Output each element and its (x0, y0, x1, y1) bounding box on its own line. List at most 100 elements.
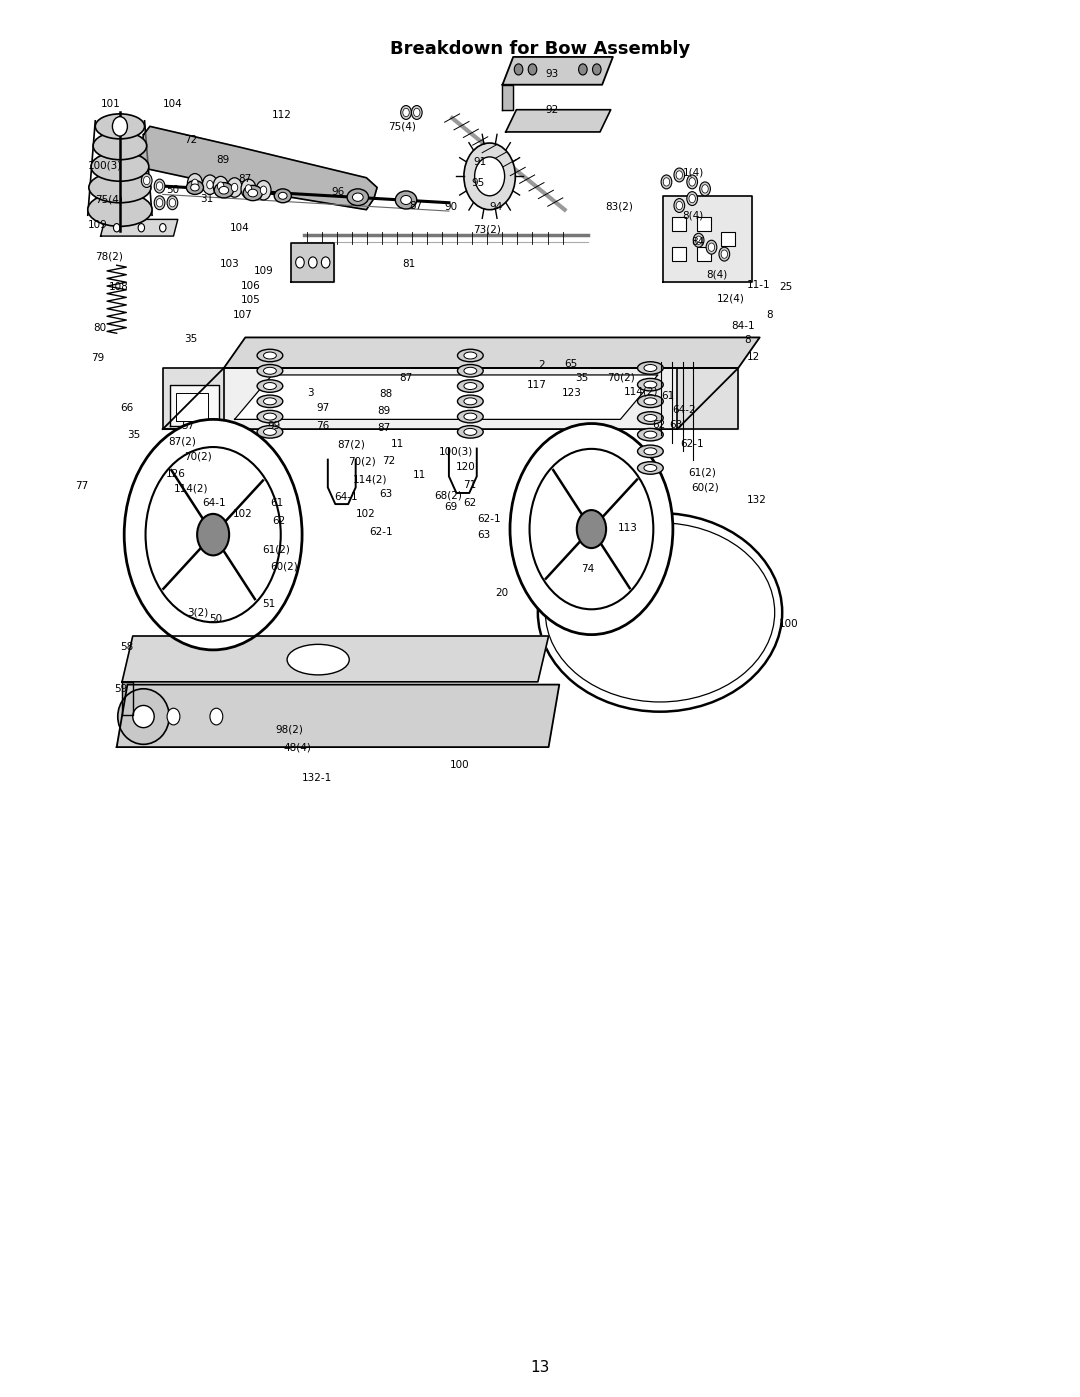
Text: 72: 72 (185, 136, 198, 145)
Text: 63: 63 (476, 529, 490, 539)
Polygon shape (100, 219, 178, 236)
Polygon shape (502, 85, 513, 110)
Polygon shape (122, 682, 133, 715)
Circle shape (401, 106, 411, 119)
Circle shape (154, 179, 165, 193)
Circle shape (113, 224, 120, 232)
Ellipse shape (257, 365, 283, 377)
Ellipse shape (264, 429, 276, 436)
Text: 3(2): 3(2) (188, 608, 208, 617)
Text: 3: 3 (308, 388, 314, 398)
Polygon shape (292, 243, 334, 282)
Ellipse shape (133, 705, 154, 728)
Polygon shape (122, 636, 549, 682)
Circle shape (160, 224, 166, 232)
Circle shape (689, 194, 696, 203)
Circle shape (676, 170, 683, 179)
Text: 88: 88 (379, 390, 392, 400)
Text: 8: 8 (745, 335, 752, 345)
Circle shape (674, 168, 685, 182)
Text: 113: 113 (618, 522, 638, 532)
Ellipse shape (395, 191, 417, 210)
Circle shape (141, 173, 152, 187)
Ellipse shape (637, 395, 663, 408)
Ellipse shape (219, 186, 229, 194)
Circle shape (721, 250, 728, 258)
Polygon shape (663, 196, 752, 282)
Circle shape (474, 156, 504, 196)
Text: 59: 59 (114, 683, 127, 694)
Text: 58: 58 (120, 643, 133, 652)
Text: 97: 97 (316, 404, 329, 414)
Circle shape (674, 198, 685, 212)
Circle shape (706, 240, 717, 254)
Text: 107: 107 (232, 310, 253, 320)
Text: 64-1: 64-1 (202, 497, 226, 507)
Text: 70(2): 70(2) (608, 373, 635, 383)
Ellipse shape (257, 395, 283, 408)
Circle shape (719, 247, 730, 261)
Ellipse shape (458, 365, 483, 377)
Text: 101: 101 (100, 99, 120, 109)
Ellipse shape (458, 380, 483, 393)
Circle shape (529, 448, 653, 609)
Circle shape (663, 177, 670, 186)
Text: 84: 84 (691, 236, 704, 247)
Circle shape (188, 173, 202, 193)
Text: Breakdown for Bow Assembly: Breakdown for Bow Assembly (390, 39, 690, 57)
Ellipse shape (637, 446, 663, 458)
Text: 77: 77 (75, 481, 89, 490)
Circle shape (256, 180, 271, 200)
Ellipse shape (91, 152, 149, 182)
Text: 62-1: 62-1 (476, 514, 500, 524)
Ellipse shape (401, 196, 411, 204)
Text: 63: 63 (379, 489, 392, 499)
Polygon shape (163, 367, 739, 429)
Text: 79: 79 (91, 353, 105, 363)
Ellipse shape (347, 189, 368, 205)
Circle shape (245, 184, 252, 193)
Text: 11: 11 (391, 440, 404, 450)
Circle shape (411, 106, 422, 119)
Circle shape (170, 198, 176, 207)
Circle shape (689, 177, 696, 186)
Circle shape (702, 184, 708, 193)
Text: 104: 104 (163, 99, 183, 109)
Text: 35: 35 (127, 430, 140, 440)
Polygon shape (502, 57, 612, 85)
Circle shape (144, 176, 150, 184)
Text: 13: 13 (530, 1361, 550, 1375)
Ellipse shape (458, 411, 483, 423)
Text: 112: 112 (272, 110, 292, 120)
Ellipse shape (637, 462, 663, 474)
Text: 12: 12 (747, 352, 760, 362)
Circle shape (696, 236, 702, 244)
Circle shape (661, 175, 672, 189)
Ellipse shape (464, 367, 476, 374)
Text: 69: 69 (445, 502, 458, 511)
Text: 66: 66 (120, 404, 133, 414)
Polygon shape (505, 110, 610, 131)
Text: 60(2): 60(2) (270, 562, 298, 571)
Text: 35: 35 (576, 373, 589, 383)
Text: 105: 105 (241, 295, 260, 305)
Ellipse shape (264, 414, 276, 420)
Polygon shape (171, 384, 218, 426)
Ellipse shape (637, 362, 663, 374)
Circle shape (217, 182, 224, 190)
Text: 100: 100 (779, 619, 798, 629)
Text: 62: 62 (652, 420, 665, 430)
Ellipse shape (257, 426, 283, 439)
Text: 70(2): 70(2) (185, 451, 212, 462)
Text: 31: 31 (200, 194, 214, 204)
Text: 123: 123 (562, 388, 581, 398)
Ellipse shape (637, 429, 663, 441)
Text: 83(2): 83(2) (606, 203, 633, 212)
Ellipse shape (644, 448, 657, 455)
Ellipse shape (644, 381, 657, 388)
Text: 65: 65 (565, 359, 578, 369)
Text: 84-1: 84-1 (731, 321, 755, 331)
Ellipse shape (248, 189, 258, 197)
Ellipse shape (644, 432, 657, 439)
Circle shape (510, 423, 673, 634)
